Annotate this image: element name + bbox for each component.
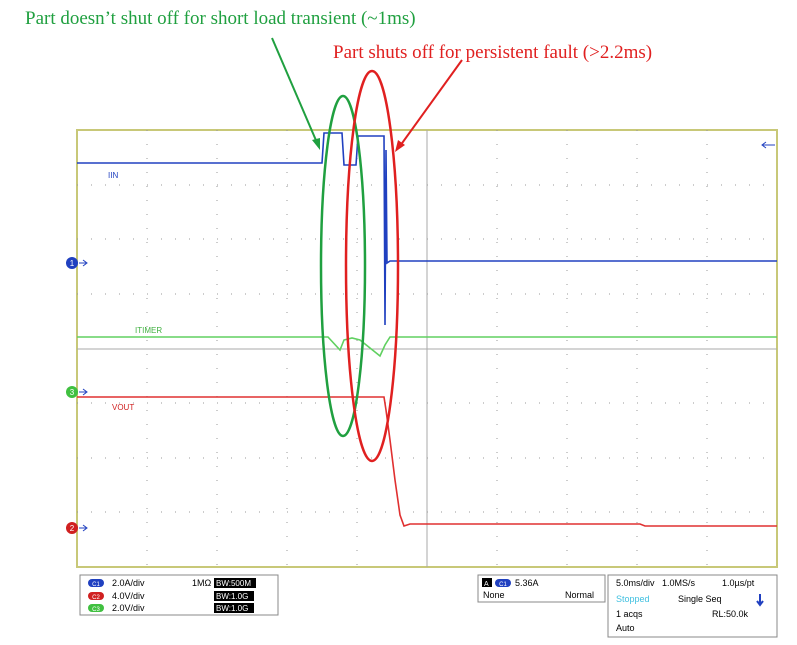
record-length: RL:50.0k <box>712 609 749 619</box>
timebase: 5.0ms/div <box>616 578 655 588</box>
trace-label: IIN <box>108 171 118 180</box>
graticule <box>77 130 777 567</box>
trace-label: VOUT <box>112 403 134 412</box>
arrowhead <box>312 138 320 150</box>
channel-bandwidth: BW:500M <box>216 579 251 588</box>
channel-badge <box>88 592 104 600</box>
channel-bandwidth: BW:1.0G <box>216 592 248 601</box>
channel-scale: 2.0A/div <box>112 578 145 588</box>
channel-badge <box>88 579 104 587</box>
arrow <box>271 37 319 146</box>
trigger-mode: Auto <box>616 623 635 633</box>
trigger-mode: Normal <box>565 590 594 600</box>
bw-badge <box>214 591 254 601</box>
trigger-slope <box>756 594 764 607</box>
channel-impedance: 1MΩ <box>192 578 212 588</box>
marker-label: 3 <box>70 388 75 397</box>
acq-state: Stopped <box>616 594 650 604</box>
annotation: Part shuts off for persistent fault (>2.… <box>333 42 652 63</box>
annotation: Part doesn’t shut off for short load tra… <box>25 8 416 29</box>
trigger-source: A <box>484 581 489 588</box>
channel-bandwidth: BW:1.0G <box>216 604 248 613</box>
trigger-channel: C1 <box>499 582 507 588</box>
sample-rate: 1.0MS/s <box>662 578 696 588</box>
arrow <box>399 59 463 147</box>
marker <box>66 257 78 269</box>
highlight-ellipse <box>319 94 367 438</box>
channel-scale: 4.0V/div <box>112 591 145 601</box>
channel-badge <box>495 579 511 587</box>
highlight-ellipse <box>344 69 400 463</box>
acq-count: 1 acqs <box>616 609 643 619</box>
bw-badge <box>214 603 254 613</box>
marker-label: 1 <box>70 259 75 268</box>
vout-trace <box>77 396 777 528</box>
trigger-badge <box>482 578 492 587</box>
channel-badge <box>88 604 104 612</box>
resolution: 1.0µs/pt <box>722 578 755 588</box>
arrowhead <box>395 140 405 152</box>
acq-sequence: Single Seq <box>678 594 722 604</box>
channel-id: C3 <box>92 607 100 613</box>
bw-badge <box>214 578 256 588</box>
trigger-coupling: None <box>483 590 505 600</box>
marker <box>66 522 78 534</box>
marker <box>66 386 78 398</box>
marker-arrows <box>79 259 88 532</box>
marker-label: 2 <box>70 524 75 533</box>
channel-scale: 2.0V/div <box>112 603 145 613</box>
channel-id: C2 <box>92 595 100 601</box>
acquisition-panel <box>607 574 778 638</box>
channel-id: C1 <box>92 582 100 588</box>
trigger-level: 5.36A <box>515 578 539 588</box>
trigger-arrow <box>761 141 775 149</box>
itimer-trace <box>77 336 777 358</box>
trace-label: ITIMER <box>135 326 162 335</box>
